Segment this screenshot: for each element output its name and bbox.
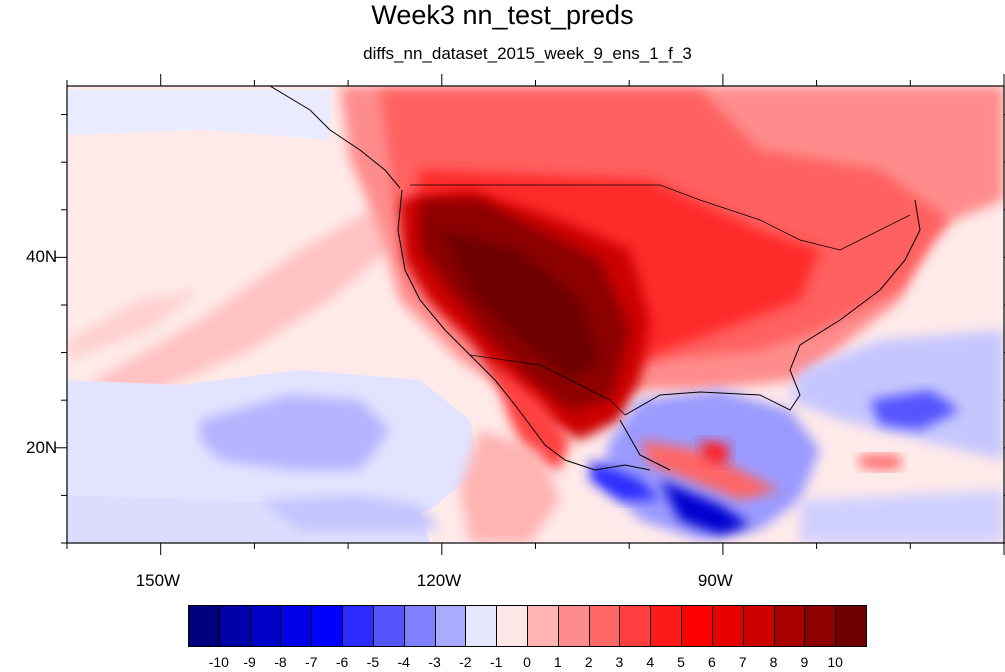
colorbar-level-label: -7 <box>305 654 318 670</box>
anomaly-field <box>67 86 1004 543</box>
colorbar-swatch <box>188 605 220 647</box>
colorbar-level-label: 5 <box>677 654 685 670</box>
colorbar-swatch <box>311 605 344 647</box>
lon-tick-label: 150W <box>135 571 181 590</box>
colorbar-swatch <box>434 605 467 647</box>
colorbar-level-label: 2 <box>584 654 593 670</box>
colorbar-swatch <box>496 605 528 647</box>
colorbar <box>188 605 867 647</box>
colorbar-swatch <box>557 605 590 647</box>
colorbar-swatch <box>403 605 436 647</box>
colorbar-level-label: -2 <box>459 654 472 670</box>
colorbar-level-label: 7 <box>738 654 747 670</box>
colorbar-level-label: 9 <box>800 654 809 670</box>
colorbar-swatch <box>742 605 775 647</box>
colorbar-swatch <box>527 605 559 647</box>
colorbar-level-label: 3 <box>615 654 624 670</box>
colorbar-level-label: -1 <box>489 654 503 670</box>
colorbar-swatch <box>588 605 621 647</box>
colorbar-swatch <box>835 605 867 647</box>
colorbar-swatch <box>342 605 374 647</box>
lat-tick-label: 40N <box>26 247 58 267</box>
colorbar-swatch <box>372 605 405 647</box>
colorbar-level-label: 1 <box>553 654 562 670</box>
colorbar-swatch <box>681 605 713 647</box>
plot-subtitle: diffs_nn_dataset_2015_week_9_ens_1_f_3 <box>363 44 692 63</box>
colorbar-level-label: -10 <box>208 654 229 670</box>
lon-tick-label: 90W <box>697 571 733 590</box>
plot-title: Week3 nn_test_preds <box>371 0 634 30</box>
colorbar-swatch <box>619 605 652 647</box>
colorbar-swatch <box>465 605 498 647</box>
colorbar-swatch <box>804 605 837 647</box>
colorbar-level-label: -4 <box>397 654 410 670</box>
colorbar-level-label: 8 <box>769 654 778 670</box>
colorbar-level-label: -5 <box>366 654 380 670</box>
lat-tick-label: 20N <box>26 437 58 457</box>
colorbar-level-label: -8 <box>274 654 287 670</box>
colorbar-swatch <box>773 605 806 647</box>
colorbar-level-label: 4 <box>646 654 655 670</box>
colorbar-level-label: -3 <box>428 654 441 670</box>
colorbar-swatch <box>218 605 251 647</box>
colorbar-swatch <box>711 605 744 647</box>
colorbar-swatch <box>650 605 683 647</box>
colorbar-swatch <box>249 605 282 647</box>
colorbar-level-label: -6 <box>335 654 349 670</box>
map-panel <box>55 74 1005 555</box>
colorbar-level-label: 10 <box>827 654 843 670</box>
lon-tick-label: 120W <box>416 571 462 590</box>
colorbar-level-label: 6 <box>708 654 716 670</box>
colorbar-swatch <box>280 605 313 647</box>
colorbar-level-label: 0 <box>523 654 531 670</box>
colorbar-level-label: -9 <box>243 654 256 670</box>
